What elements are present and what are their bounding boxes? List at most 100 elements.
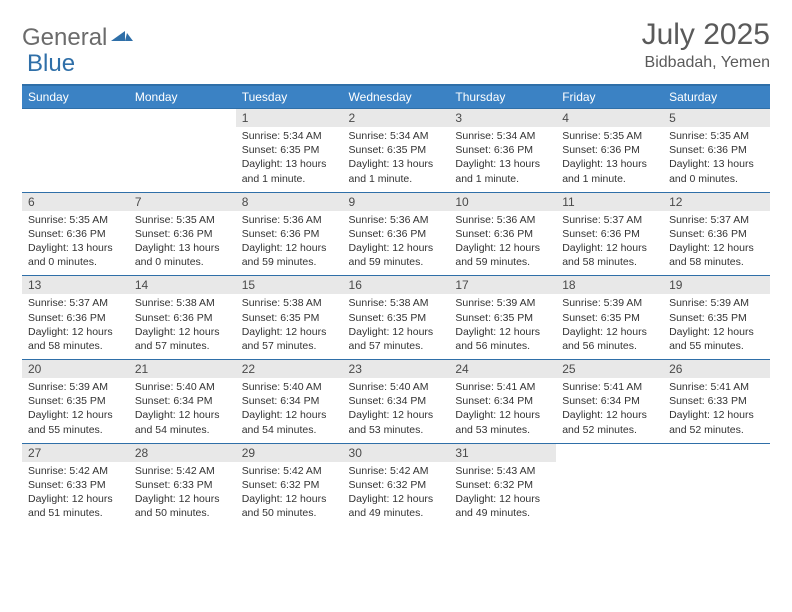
day-line: Sunrise: 5:35 AM — [562, 129, 657, 143]
day-line: Sunrise: 5:40 AM — [349, 380, 444, 394]
day-number: 24 — [449, 360, 556, 378]
day-cell: 18Sunrise: 5:39 AMSunset: 6:35 PMDayligh… — [556, 276, 663, 360]
day-number: 20 — [22, 360, 129, 378]
day-line: and 50 minutes. — [135, 506, 230, 520]
day-line: Sunset: 6:36 PM — [455, 227, 550, 241]
day-number: 18 — [556, 276, 663, 294]
day-body: Sunrise: 5:37 AMSunset: 6:36 PMDaylight:… — [556, 211, 663, 276]
day-line: Sunrise: 5:39 AM — [455, 296, 550, 310]
day-cell — [663, 443, 770, 526]
day-line: Daylight: 12 hours — [669, 241, 764, 255]
day-line: Daylight: 12 hours — [455, 241, 550, 255]
day-body: Sunrise: 5:36 AMSunset: 6:36 PMDaylight:… — [449, 211, 556, 276]
day-line: Sunset: 6:35 PM — [455, 311, 550, 325]
day-number: 12 — [663, 193, 770, 211]
day-line: Sunset: 6:36 PM — [28, 311, 123, 325]
day-cell: 16Sunrise: 5:38 AMSunset: 6:35 PMDayligh… — [343, 276, 450, 360]
day-number: 4 — [556, 109, 663, 127]
day-cell: 26Sunrise: 5:41 AMSunset: 6:33 PMDayligh… — [663, 360, 770, 444]
day-line: and 54 minutes. — [135, 423, 230, 437]
day-number: 26 — [663, 360, 770, 378]
day-number: 23 — [343, 360, 450, 378]
day-line: Sunrise: 5:40 AM — [242, 380, 337, 394]
day-line: Daylight: 12 hours — [242, 492, 337, 506]
day-cell: 31Sunrise: 5:43 AMSunset: 6:32 PMDayligh… — [449, 443, 556, 526]
day-line: and 59 minutes. — [455, 255, 550, 269]
day-line: and 55 minutes. — [669, 339, 764, 353]
day-body: Sunrise: 5:40 AMSunset: 6:34 PMDaylight:… — [129, 378, 236, 443]
day-line: Daylight: 12 hours — [242, 241, 337, 255]
day-number: 16 — [343, 276, 450, 294]
day-number: 5 — [663, 109, 770, 127]
day-line: Daylight: 12 hours — [562, 325, 657, 339]
day-cell: 28Sunrise: 5:42 AMSunset: 6:33 PMDayligh… — [129, 443, 236, 526]
day-cell: 19Sunrise: 5:39 AMSunset: 6:35 PMDayligh… — [663, 276, 770, 360]
day-line: Sunrise: 5:34 AM — [242, 129, 337, 143]
day-cell: 29Sunrise: 5:42 AMSunset: 6:32 PMDayligh… — [236, 443, 343, 526]
day-line: Sunrise: 5:40 AM — [135, 380, 230, 394]
day-line: Daylight: 12 hours — [28, 325, 123, 339]
day-line: Daylight: 12 hours — [135, 408, 230, 422]
day-line: Sunset: 6:33 PM — [135, 478, 230, 492]
day-line: and 0 minutes. — [669, 172, 764, 186]
day-line: and 54 minutes. — [242, 423, 337, 437]
day-line: Daylight: 12 hours — [28, 492, 123, 506]
day-number: 17 — [449, 276, 556, 294]
day-line: and 50 minutes. — [242, 506, 337, 520]
day-line: Daylight: 12 hours — [455, 408, 550, 422]
logo-mark-icon — [111, 25, 133, 46]
logo-text-blue-wrap: Blue — [27, 50, 75, 78]
day-number: 1 — [236, 109, 343, 127]
day-line: and 58 minutes. — [28, 339, 123, 353]
page: General July 2025 Bidbadah, Yemen Blue S… — [0, 0, 792, 544]
week-row: 1Sunrise: 5:34 AMSunset: 6:35 PMDaylight… — [22, 109, 770, 193]
day-line: Sunrise: 5:36 AM — [349, 213, 444, 227]
day-line: and 58 minutes. — [669, 255, 764, 269]
day-line: Sunrise: 5:35 AM — [28, 213, 123, 227]
day-body: Sunrise: 5:41 AMSunset: 6:34 PMDaylight:… — [449, 378, 556, 443]
header: General July 2025 Bidbadah, Yemen — [22, 18, 770, 72]
day-line: Daylight: 12 hours — [349, 325, 444, 339]
day-line: Sunrise: 5:39 AM — [28, 380, 123, 394]
day-line: and 52 minutes. — [669, 423, 764, 437]
day-cell: 30Sunrise: 5:42 AMSunset: 6:32 PMDayligh… — [343, 443, 450, 526]
day-body: Sunrise: 5:41 AMSunset: 6:33 PMDaylight:… — [663, 378, 770, 443]
day-line: Sunset: 6:36 PM — [562, 143, 657, 157]
day-body: Sunrise: 5:38 AMSunset: 6:35 PMDaylight:… — [236, 294, 343, 359]
day-number: 22 — [236, 360, 343, 378]
day-cell: 11Sunrise: 5:37 AMSunset: 6:36 PMDayligh… — [556, 192, 663, 276]
day-body: Sunrise: 5:34 AMSunset: 6:35 PMDaylight:… — [236, 127, 343, 192]
day-body: Sunrise: 5:38 AMSunset: 6:36 PMDaylight:… — [129, 294, 236, 359]
day-line: and 1 minute. — [562, 172, 657, 186]
day-line: Sunrise: 5:34 AM — [349, 129, 444, 143]
day-line: Sunset: 6:33 PM — [669, 394, 764, 408]
day-line: Daylight: 12 hours — [455, 492, 550, 506]
day-body: Sunrise: 5:40 AMSunset: 6:34 PMDaylight:… — [236, 378, 343, 443]
day-cell: 13Sunrise: 5:37 AMSunset: 6:36 PMDayligh… — [22, 276, 129, 360]
day-body: Sunrise: 5:36 AMSunset: 6:36 PMDaylight:… — [236, 211, 343, 276]
day-line: Sunrise: 5:42 AM — [242, 464, 337, 478]
day-number: 3 — [449, 109, 556, 127]
day-line: Sunrise: 5:37 AM — [28, 296, 123, 310]
day-line: Sunrise: 5:35 AM — [135, 213, 230, 227]
day-cell: 25Sunrise: 5:41 AMSunset: 6:34 PMDayligh… — [556, 360, 663, 444]
day-line: Sunset: 6:35 PM — [349, 143, 444, 157]
dayhead-sat: Saturday — [663, 85, 770, 109]
day-number: 8 — [236, 193, 343, 211]
day-cell: 14Sunrise: 5:38 AMSunset: 6:36 PMDayligh… — [129, 276, 236, 360]
day-cell: 12Sunrise: 5:37 AMSunset: 6:36 PMDayligh… — [663, 192, 770, 276]
day-line: Sunrise: 5:41 AM — [669, 380, 764, 394]
day-body: Sunrise: 5:36 AMSunset: 6:36 PMDaylight:… — [343, 211, 450, 276]
day-line: Daylight: 13 hours — [669, 157, 764, 171]
calendar-body: 1Sunrise: 5:34 AMSunset: 6:35 PMDaylight… — [22, 109, 770, 527]
day-body: Sunrise: 5:39 AMSunset: 6:35 PMDaylight:… — [556, 294, 663, 359]
day-body: Sunrise: 5:39 AMSunset: 6:35 PMDaylight:… — [449, 294, 556, 359]
day-line: Sunset: 6:34 PM — [455, 394, 550, 408]
location-label: Bidbadah, Yemen — [642, 54, 770, 72]
day-line: and 49 minutes. — [349, 506, 444, 520]
month-title: July 2025 — [642, 18, 770, 52]
day-line: Daylight: 13 hours — [349, 157, 444, 171]
day-line: Sunset: 6:35 PM — [669, 311, 764, 325]
logo: General — [22, 24, 135, 52]
day-number — [22, 109, 129, 127]
